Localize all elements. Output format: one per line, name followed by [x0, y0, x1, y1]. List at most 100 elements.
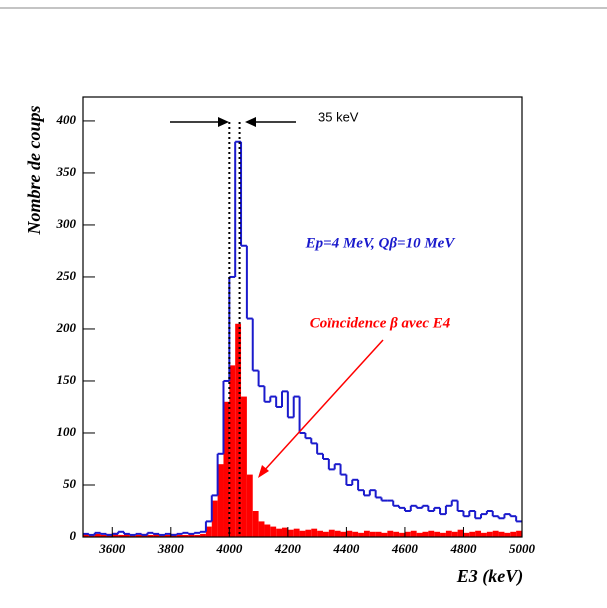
- histogram-bar: [83, 533, 89, 537]
- histogram-bar: [194, 534, 201, 537]
- histogram-bar: [94, 533, 101, 537]
- y-tick-label: 100: [57, 424, 77, 439]
- y-tick-label: 150: [57, 372, 77, 387]
- histogram-bar: [188, 533, 195, 537]
- annotation-arrow: [261, 339, 384, 474]
- histogram-bar: [217, 464, 224, 537]
- y-tick-label: 50: [63, 476, 77, 491]
- histogram-bar: [440, 532, 446, 537]
- histogram-bar: [229, 365, 236, 537]
- histogram-bar: [276, 528, 283, 537]
- histogram-bar: [346, 530, 353, 537]
- y-tick-label: 250: [56, 268, 77, 283]
- x-axis-label: E3 (keV): [456, 566, 524, 587]
- x-tick-label: 4600: [391, 541, 419, 556]
- histogram-bar: [153, 533, 160, 537]
- histogram-bar: [340, 531, 347, 537]
- x-tick-label: 3600: [98, 541, 126, 556]
- histogram-bar: [416, 532, 423, 537]
- histogram-bar: [252, 510, 259, 537]
- histogram-bar: [516, 530, 522, 537]
- histogram-bar: [282, 527, 288, 537]
- y-tick-label: 400: [56, 112, 77, 127]
- y-axis-label: Nombre de coups: [24, 106, 44, 236]
- histogram-bar: [469, 531, 476, 537]
- histogram-bar: [363, 530, 370, 537]
- arrow-head: [245, 117, 256, 127]
- histogram-bar: [451, 531, 458, 537]
- x-tick-label: 4200: [274, 541, 302, 556]
- histogram-bar: [223, 401, 230, 537]
- histogram-bar: [381, 532, 388, 537]
- histogram-bar: [387, 530, 394, 537]
- histogram-bar: [305, 529, 312, 537]
- histogram-bar: [510, 531, 517, 537]
- histogram-bar: [334, 530, 341, 537]
- x-tick-label: 4000: [215, 541, 243, 556]
- histogram-bar: [293, 528, 300, 537]
- histogram-bar: [129, 534, 136, 537]
- histogram-bar: [299, 530, 306, 537]
- histogram-bar: [112, 532, 119, 537]
- y-tick-label: 0: [70, 528, 77, 543]
- histogram-bar: [463, 532, 470, 537]
- legend-label: Ep=4 MeV, Qβ=10 MeV: [305, 235, 457, 251]
- plot-frame: [82, 96, 523, 538]
- histogram-bar: [159, 534, 165, 537]
- x-tick-label: 3800: [157, 541, 185, 556]
- histogram-bar: [164, 534, 171, 537]
- histogram-bar: [270, 526, 277, 537]
- histogram-bar: [264, 524, 271, 537]
- y-tick-label: 300: [56, 216, 77, 231]
- histogram-bar: [504, 532, 511, 537]
- arrow-head: [258, 465, 269, 478]
- histogram-bar: [246, 474, 253, 537]
- histogram-bar: [287, 529, 294, 537]
- histogram-bar: [205, 526, 212, 537]
- histogram-bar: [422, 531, 429, 537]
- histogram-bar: [481, 532, 487, 537]
- histogram-bar: [328, 529, 335, 537]
- histogram-bar: [475, 530, 482, 537]
- histogram-bar: [352, 531, 359, 537]
- histogram-bar: [375, 531, 382, 537]
- histogram-bar: [457, 529, 464, 537]
- histogram-bar: [176, 534, 183, 537]
- histogram-bar: [100, 534, 107, 537]
- histogram-bar: [445, 530, 452, 537]
- histogram-bar: [358, 532, 364, 537]
- histogram-bar: [404, 531, 411, 537]
- x-tick-label: 4400: [332, 541, 360, 556]
- histogram-bar: [498, 531, 505, 537]
- histogram-bar: [88, 534, 95, 537]
- histogram-bar: [118, 534, 124, 537]
- histogram-bar: [182, 534, 189, 537]
- histogram-bar: [241, 396, 247, 537]
- histogram-bar: [135, 534, 142, 537]
- histogram-bar: [428, 530, 435, 537]
- histogram-bar: [317, 530, 323, 537]
- histogram-bar: [311, 528, 318, 537]
- y-tick-label: 350: [56, 164, 77, 179]
- histogram-bar: [492, 530, 499, 537]
- histogram-bar: [434, 531, 441, 537]
- legend-label: Coïncidence β avec E4: [310, 315, 451, 331]
- histogram-bar: [235, 323, 242, 537]
- x-tick-label: 4800: [449, 541, 477, 556]
- histogram-bar: [486, 531, 493, 537]
- arrow-head: [218, 117, 229, 127]
- histogram-bar: [393, 531, 400, 537]
- y-tick-label: 200: [56, 320, 77, 335]
- histogram-bar: [258, 521, 265, 537]
- histogram-bar: [399, 532, 405, 537]
- histogram-bar: [410, 530, 417, 537]
- histogram-bar: [322, 531, 329, 537]
- histogram-bar: [200, 533, 206, 537]
- histogram-bar: [211, 500, 218, 537]
- marker-label: 35 keV: [318, 109, 359, 124]
- plot-area: [83, 140, 522, 537]
- histogram-bar: [369, 531, 376, 537]
- x-tick-label: 5000: [509, 541, 536, 556]
- histogram-bar: [147, 534, 154, 537]
